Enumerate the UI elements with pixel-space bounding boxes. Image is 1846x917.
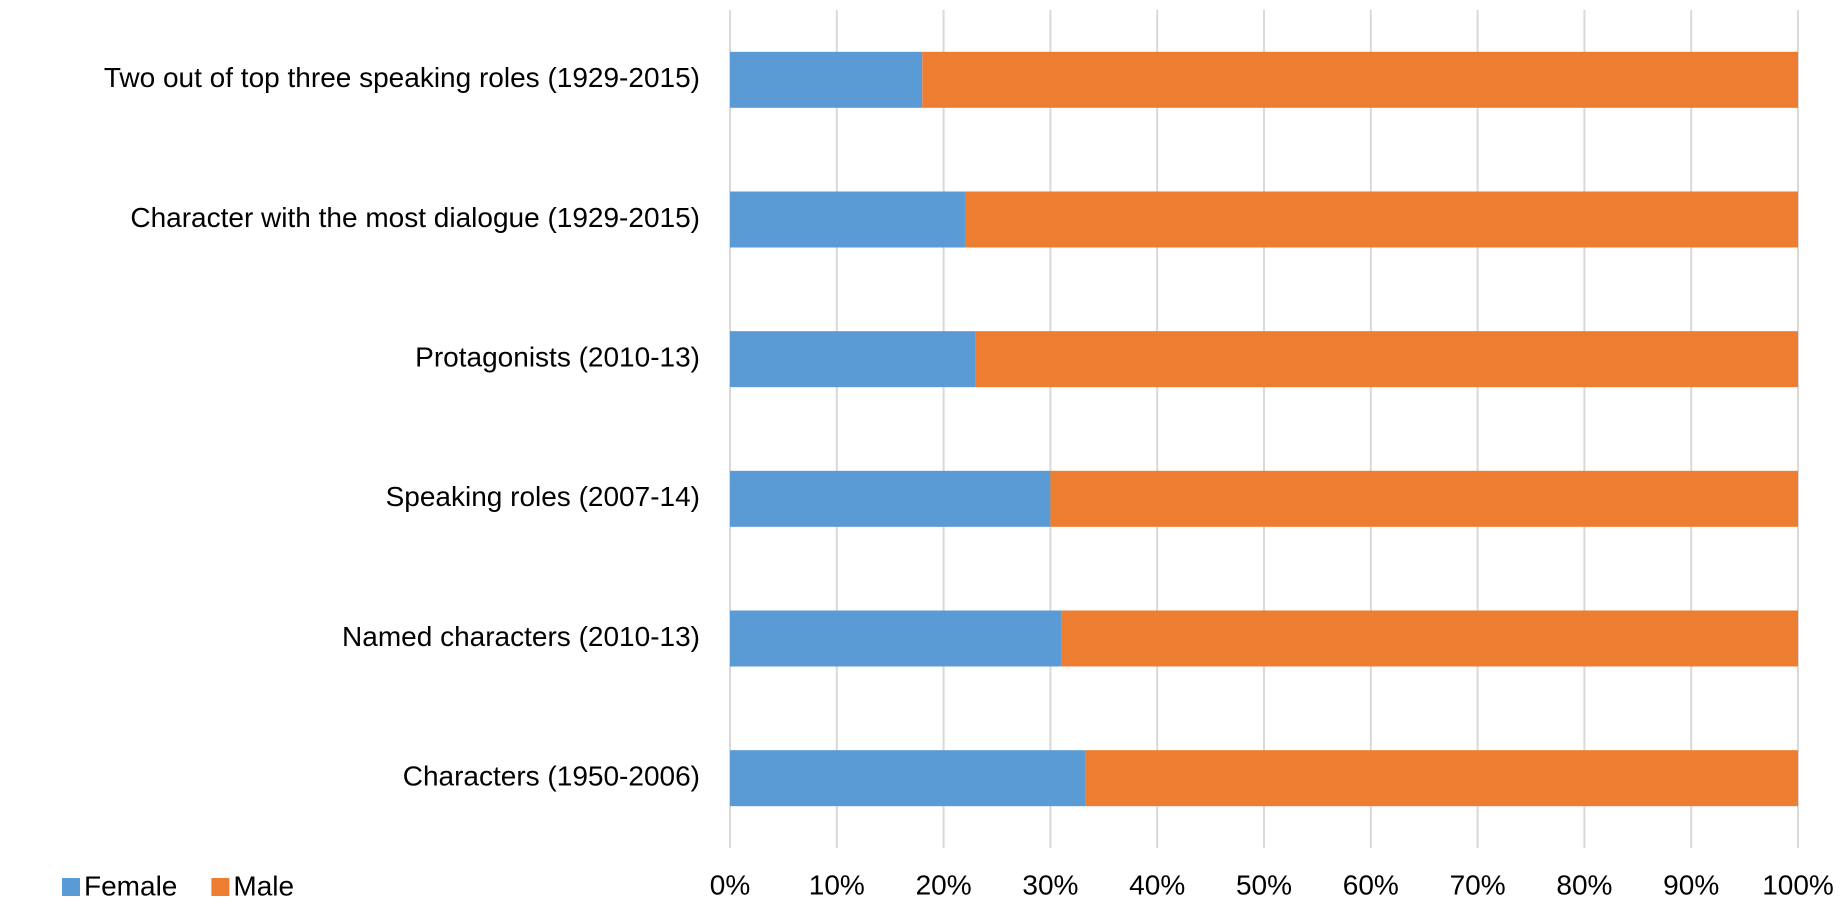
x-tick-label: 10% [809, 869, 865, 900]
x-tick-label: 30% [1022, 869, 1078, 900]
x-tick-label: 0% [710, 869, 750, 900]
x-tick-label: 90% [1663, 869, 1719, 900]
x-tick-label: 50% [1236, 869, 1292, 900]
legend-label: Male [233, 870, 294, 901]
bar-segment [922, 51, 1798, 108]
x-tick-label: 40% [1129, 869, 1185, 900]
y-tick-label: Protagonists (2010-13) [415, 342, 700, 373]
y-tick-label: Speaking roles (2007-14) [386, 481, 700, 512]
legend-swatch [211, 878, 230, 896]
y-tick-label: Two out of top three speaking roles (192… [104, 62, 700, 93]
legend-label: Female [84, 870, 177, 901]
y-tick-label: Character with the most dialogue (1929-2… [130, 202, 700, 233]
bar-segment [730, 331, 976, 388]
bar-segment [730, 610, 1062, 667]
bar-segment [730, 51, 923, 108]
bar-segment [730, 750, 1086, 807]
x-tick-label: 60% [1343, 869, 1399, 900]
bar-segment [1085, 750, 1798, 807]
bar-segment [730, 191, 965, 248]
bar-segment [1050, 470, 1798, 527]
y-tick-label: Characters (1950-2006) [403, 761, 700, 792]
x-tick-label: 100% [1762, 869, 1834, 900]
x-tick-label: 80% [1556, 869, 1612, 900]
y-tick-label: Named characters (2010-13) [342, 621, 700, 652]
x-tick-label: 20% [916, 869, 972, 900]
x-tick-label: 70% [1450, 869, 1506, 900]
bar-segment [730, 470, 1051, 527]
legend-swatch [62, 878, 80, 896]
bar-segment [1061, 610, 1798, 667]
bar-segment [964, 191, 1798, 248]
bar-segment [975, 331, 1798, 388]
